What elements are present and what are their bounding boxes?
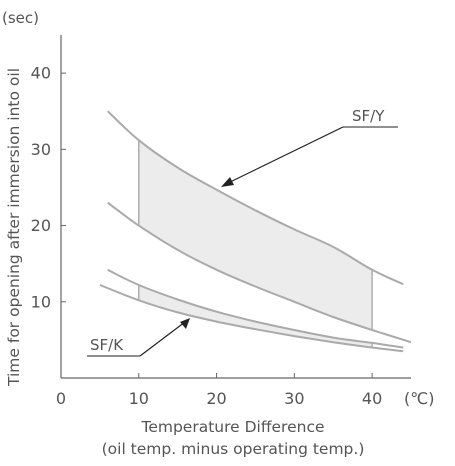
- sf-y-upper-curve: [107, 110, 404, 286]
- sf-k-band: [138, 285, 373, 348]
- y-tick-label: 40: [31, 64, 51, 83]
- sfk-arrowhead: [180, 318, 190, 329]
- sf-k-lower-curve: [99, 284, 404, 353]
- y-tick-label: 20: [31, 216, 51, 235]
- x-tick-label: 0: [56, 389, 66, 408]
- y-tick-label: 30: [31, 140, 51, 159]
- x-axis-label-line1: Temperature Difference: [140, 418, 324, 436]
- series-bands: [138, 140, 373, 348]
- sfy-arrow: [225, 126, 344, 185]
- x-axis-label-line2: (oil temp. minus operating temp.): [102, 440, 365, 458]
- x-ticks: 0 10 20 30 40: [56, 373, 382, 408]
- x-unit-label: (℃): [404, 389, 434, 408]
- sf-y-lower-curve: [107, 201, 412, 344]
- y-ticks: 10 20 30 40: [31, 64, 66, 311]
- y-tick-label: 10: [31, 292, 51, 311]
- sfy-arrowhead: [221, 177, 234, 187]
- y-axis-label: Time for opening after immersion into oi…: [5, 68, 23, 387]
- y-unit-label: (sec): [2, 9, 39, 27]
- sf-k-upper-curve: [107, 268, 404, 349]
- x-tick-label: 30: [284, 389, 304, 408]
- sfk-arrow: [139, 321, 186, 357]
- sfy-series-label: SF/Y: [352, 107, 385, 125]
- x-tick-label: 10: [129, 389, 149, 408]
- sfk-series-label: SF/K: [90, 336, 124, 354]
- x-tick-label: 40: [362, 389, 382, 408]
- x-tick-label: 20: [206, 389, 226, 408]
- series-curves: [99, 110, 412, 353]
- sf-y-band: [138, 140, 373, 330]
